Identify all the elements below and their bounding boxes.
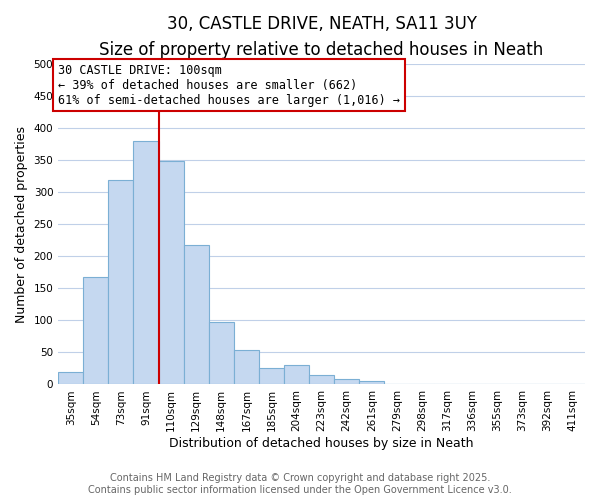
Bar: [109, 180, 133, 384]
Bar: [334, 380, 359, 384]
Bar: [209, 322, 234, 384]
Bar: [259, 368, 284, 384]
Bar: [158, 161, 184, 384]
Bar: [184, 246, 209, 384]
Text: Contains HM Land Registry data © Crown copyright and database right 2025.
Contai: Contains HM Land Registry data © Crown c…: [88, 474, 512, 495]
Bar: [58, 372, 83, 384]
Bar: [359, 382, 385, 384]
Bar: [83, 278, 109, 384]
Bar: [234, 350, 259, 384]
Bar: [133, 142, 158, 384]
Y-axis label: Number of detached properties: Number of detached properties: [15, 126, 28, 322]
Text: 30 CASTLE DRIVE: 100sqm
← 39% of detached houses are smaller (662)
61% of semi-d: 30 CASTLE DRIVE: 100sqm ← 39% of detache…: [58, 64, 400, 106]
X-axis label: Distribution of detached houses by size in Neath: Distribution of detached houses by size …: [169, 437, 474, 450]
Bar: [309, 376, 334, 384]
Bar: [284, 365, 309, 384]
Title: 30, CASTLE DRIVE, NEATH, SA11 3UY
Size of property relative to detached houses i: 30, CASTLE DRIVE, NEATH, SA11 3UY Size o…: [100, 15, 544, 60]
